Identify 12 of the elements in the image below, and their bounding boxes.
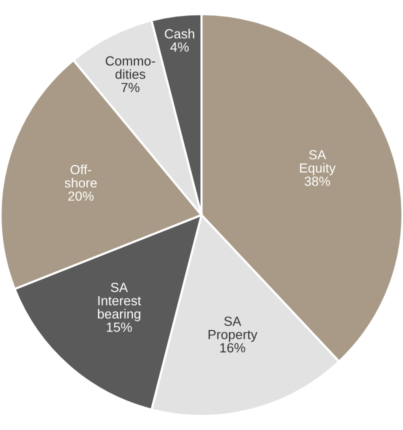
slice-label: Off- shore	[64, 164, 97, 188]
slice-label: SA Interest bearing	[98, 282, 142, 322]
data-label: 20%	[68, 191, 94, 201]
data-label: 15%	[106, 322, 132, 332]
data-label: 38%	[304, 176, 330, 186]
slice-label: SA Equity	[300, 150, 336, 176]
data-label: 4%	[170, 42, 189, 52]
slice-label: Cash	[164, 28, 194, 38]
data-label: 16%	[220, 343, 246, 352]
slice-label: Commo- dities	[106, 56, 156, 79]
data-label: 7%	[121, 82, 140, 92]
slice-label: SA Property	[208, 316, 258, 342]
